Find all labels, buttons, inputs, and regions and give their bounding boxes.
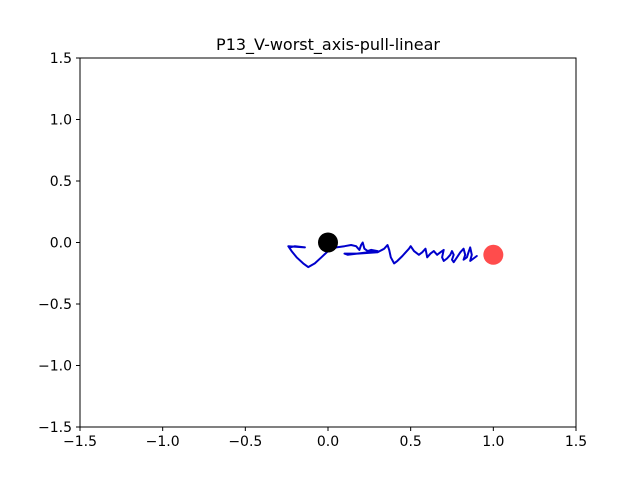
- x-tick-label: −1.5: [63, 434, 97, 450]
- y-tick-label: −0.5: [38, 297, 72, 313]
- x-tick-label: 0.0: [317, 434, 339, 450]
- x-axis: −1.5 −1.0 −0.5 0.0 0.5 1.0 1.5: [63, 427, 587, 450]
- y-tick-label: −1.5: [38, 420, 72, 436]
- y-tick-label: 1.5: [50, 51, 72, 67]
- chart-title: P13_V-worst_axis-pull-linear: [216, 35, 440, 55]
- target-marker: [483, 244, 504, 265]
- y-tick-label: 1.0: [50, 113, 72, 129]
- y-axis: −1.5 −1.0 −0.5 0.0 0.5 1.0 1.5: [38, 51, 80, 436]
- x-tick-label: 1.5: [565, 434, 587, 450]
- start-marker: [318, 232, 338, 253]
- x-tick-label: −1.0: [146, 434, 180, 450]
- y-tick-label: 0.5: [50, 174, 72, 190]
- x-tick-label: 1.0: [482, 434, 504, 450]
- x-tick-label: 0.5: [400, 434, 422, 450]
- y-tick-label: 0.0: [50, 236, 72, 252]
- y-tick-label: −1.0: [38, 359, 72, 375]
- x-tick-label: −0.5: [228, 434, 262, 450]
- marker-layer: [318, 232, 504, 265]
